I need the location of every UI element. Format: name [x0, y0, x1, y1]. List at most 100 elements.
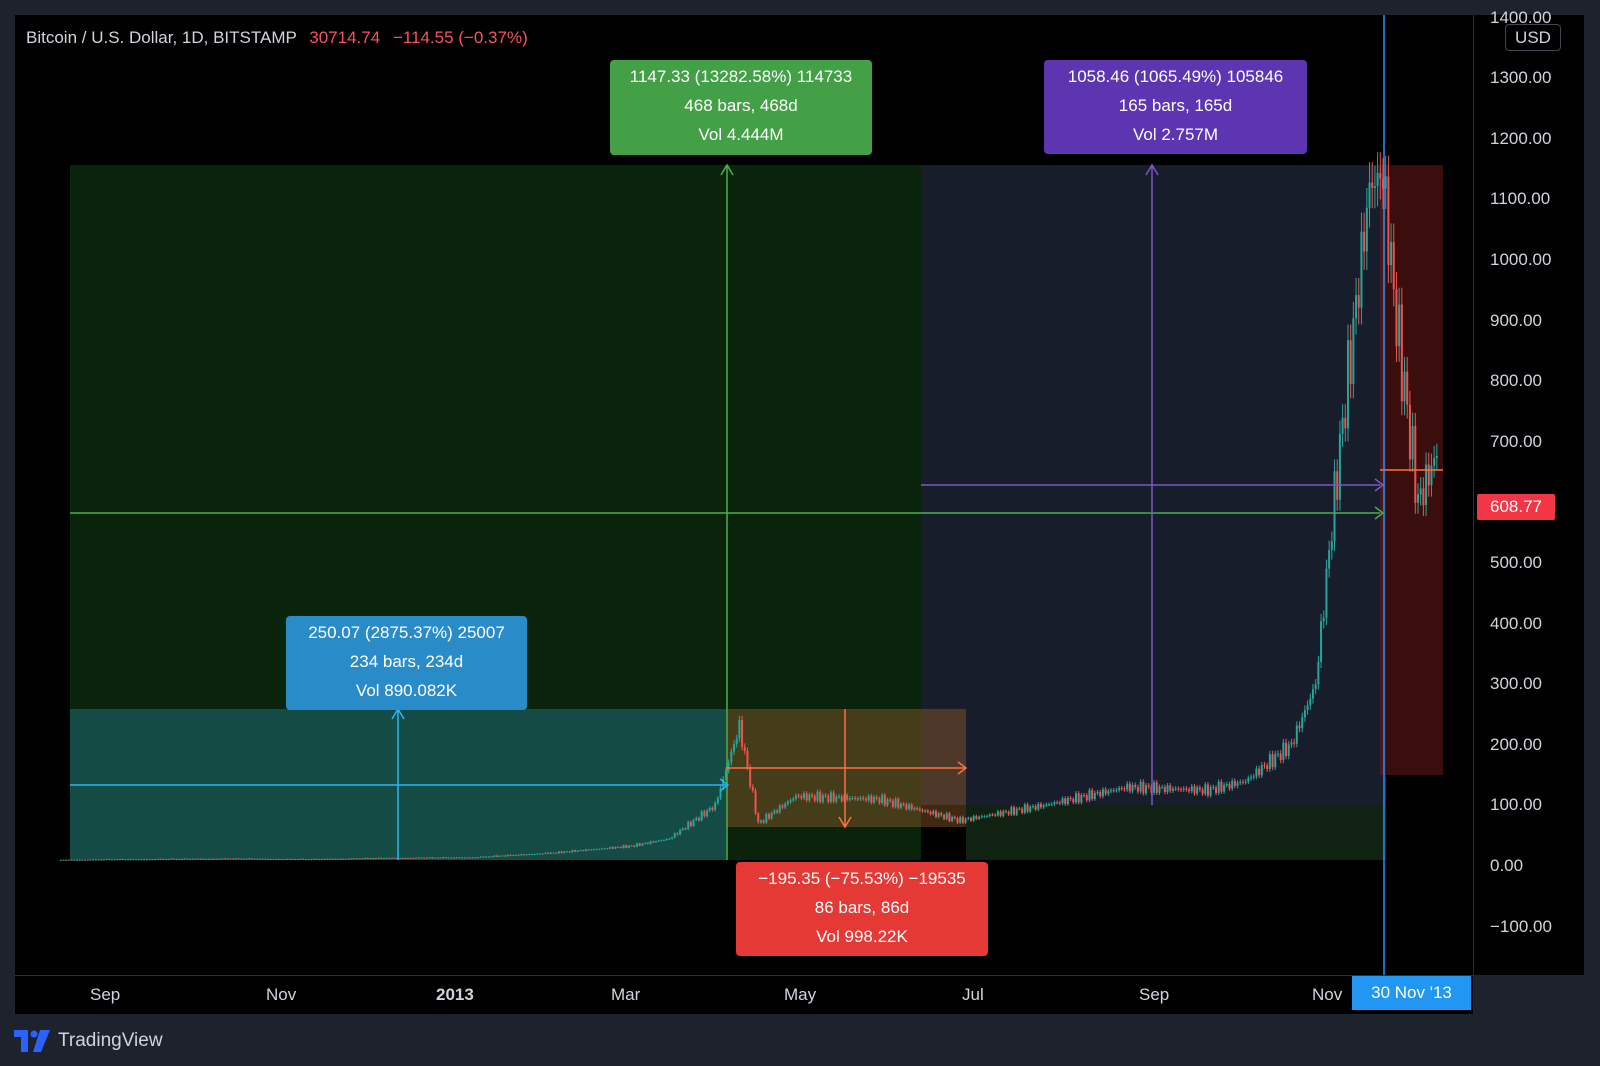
candle-body — [124, 859, 127, 861]
candle-body — [162, 859, 165, 861]
candle-body — [563, 851, 566, 854]
time-label-may: May — [784, 985, 817, 1004]
candlestick-series — [59, 152, 1438, 861]
red-measure-box[interactable]: −195.35 (−75.53%) −19535 86 bars, 86d Vo… — [736, 862, 988, 956]
candle-body — [175, 858, 178, 860]
candle-body — [428, 857, 431, 859]
candle-body — [681, 828, 684, 830]
candle-body — [487, 856, 490, 858]
candle-body — [137, 859, 140, 861]
candle-body — [307, 859, 310, 861]
candle-body — [706, 810, 709, 817]
candle-body — [1093, 792, 1096, 799]
candle-body — [638, 843, 641, 846]
candle-body — [116, 859, 119, 861]
last-price-label: 608.77 — [1477, 494, 1555, 520]
candle-body — [1419, 488, 1422, 495]
candle-body — [1021, 808, 1024, 813]
candle-body — [1392, 242, 1395, 290]
candle-body — [913, 808, 916, 810]
candle-body — [827, 795, 830, 802]
candle-body — [1379, 172, 1382, 179]
purple-measure-change: 1058.46 (1065.49%) 105846 — [1067, 67, 1284, 86]
candle-body — [1220, 781, 1223, 792]
candle-body — [867, 795, 870, 801]
candle-body — [1217, 781, 1220, 793]
candle-body — [528, 854, 531, 856]
candle-body — [1026, 804, 1029, 812]
tradingview-logo[interactable]: TradingView — [14, 1030, 163, 1052]
candle-body — [496, 855, 499, 857]
candle-body — [466, 857, 469, 859]
candle-body — [506, 854, 509, 857]
purple-measure-volume: Vol 2.757M — [1132, 125, 1219, 144]
candle-body — [525, 854, 528, 856]
candle-body — [191, 858, 194, 860]
candle-body — [326, 858, 329, 860]
candle-body — [461, 857, 464, 859]
candle-body — [649, 841, 652, 844]
chart-pane[interactable] — [15, 15, 1473, 975]
purple-arrow-right — [1374, 478, 1385, 492]
symbol-name[interactable]: Bitcoin / U.S. Dollar, 1D, BITSTAMP — [26, 28, 297, 47]
candle-body — [197, 858, 200, 860]
candle-body — [654, 841, 657, 843]
candle-body — [1031, 806, 1034, 808]
candle-body — [358, 858, 361, 860]
candle-body — [84, 859, 87, 861]
candle-body — [1072, 799, 1075, 803]
candle-body — [202, 858, 205, 860]
candle-body — [611, 847, 614, 849]
candle-body — [908, 804, 911, 810]
candle-body — [1373, 186, 1376, 188]
candle-body — [86, 859, 89, 861]
candle-body — [269, 859, 272, 861]
candle-body — [864, 798, 867, 801]
candle-body — [1177, 788, 1180, 790]
candle-body — [1134, 784, 1137, 787]
candle-body — [1204, 784, 1207, 794]
candle-body — [881, 795, 884, 803]
candle-body — [730, 751, 733, 763]
green-measure-box[interactable]: 1147.33 (13282.58%) 114733 468 bars, 468… — [610, 60, 872, 155]
candle-body — [552, 852, 555, 854]
blue-measure-box[interactable]: 250.07 (2875.37%) 25007 234 bars, 234d V… — [286, 616, 527, 710]
candle-body — [994, 814, 997, 816]
candle-body — [296, 859, 299, 861]
currency-button[interactable]: USD — [1505, 24, 1561, 51]
candle-body — [1333, 471, 1336, 542]
candle-body — [918, 808, 921, 811]
candle-body — [1282, 742, 1285, 761]
candle-body — [1406, 371, 1409, 405]
candle-body — [1298, 725, 1301, 729]
candle-body — [477, 857, 480, 859]
candle-body — [108, 859, 111, 861]
candle-body — [1241, 781, 1244, 783]
candle-body — [447, 857, 450, 859]
candle-body — [189, 858, 192, 860]
candle-body — [646, 842, 649, 844]
candle-body — [1231, 780, 1234, 789]
candle-body — [544, 852, 547, 854]
candle-body — [1007, 811, 1010, 815]
candle-body — [824, 795, 827, 797]
candle-body — [1433, 458, 1436, 466]
candle-body — [668, 838, 671, 840]
candle-body — [571, 850, 574, 853]
candle-body — [439, 857, 442, 859]
price-chart[interactable] — [15, 15, 1473, 975]
time-scale[interactable] — [15, 975, 1473, 1014]
purple-measure-box[interactable]: 1058.46 (1065.49%) 105846 165 bars, 165d… — [1044, 60, 1307, 154]
candle-body — [442, 857, 445, 859]
candle-body — [606, 848, 609, 850]
candle-body — [302, 858, 305, 860]
candle-body — [1355, 295, 1358, 319]
candle-body — [953, 816, 956, 819]
candle-body — [1155, 782, 1158, 793]
candle-body — [277, 859, 280, 861]
candle-body — [660, 840, 663, 842]
candle-body — [584, 849, 587, 851]
candle-body — [337, 858, 340, 860]
candle-body — [587, 849, 590, 851]
candle-body — [692, 819, 695, 826]
